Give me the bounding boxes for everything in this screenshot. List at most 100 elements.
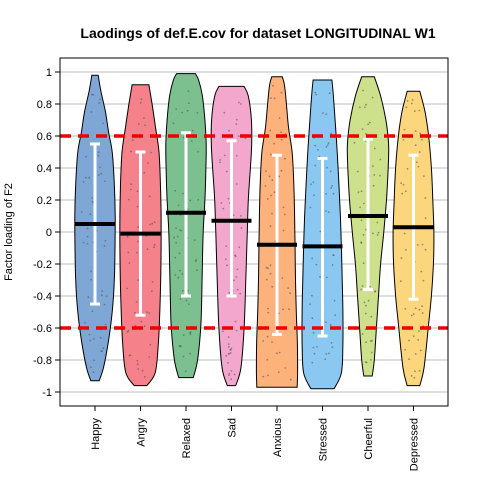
y-tick-label: 1 xyxy=(46,67,52,79)
data-point xyxy=(359,106,361,109)
data-point xyxy=(420,270,423,273)
data-point xyxy=(317,148,319,151)
data-point xyxy=(101,290,104,292)
data-point xyxy=(311,361,314,364)
data-point xyxy=(194,260,197,263)
data-point xyxy=(422,279,425,282)
data-point xyxy=(410,375,413,377)
data-point xyxy=(225,170,228,173)
data-point xyxy=(239,292,242,295)
data-point xyxy=(182,355,185,358)
data-point xyxy=(419,132,422,135)
data-point xyxy=(360,288,362,291)
violin-sad xyxy=(210,85,253,387)
data-point xyxy=(143,117,145,120)
data-point xyxy=(267,311,270,314)
data-point xyxy=(219,161,221,164)
data-point xyxy=(423,175,425,178)
data-point xyxy=(104,323,107,326)
data-point xyxy=(403,232,406,235)
data-point xyxy=(151,281,154,283)
data-point xyxy=(182,334,185,336)
data-point xyxy=(130,183,133,186)
data-point xyxy=(136,359,139,362)
data-point xyxy=(228,352,231,355)
data-point xyxy=(363,106,366,109)
data-point xyxy=(402,139,405,141)
data-point xyxy=(228,129,231,132)
data-point xyxy=(414,370,416,373)
data-point xyxy=(328,352,330,355)
data-point xyxy=(361,285,364,287)
data-point xyxy=(233,373,236,376)
data-point xyxy=(136,205,139,208)
data-point xyxy=(353,142,356,144)
data-point xyxy=(268,175,271,178)
data-point xyxy=(196,269,198,272)
data-point xyxy=(273,142,275,145)
data-point xyxy=(176,235,179,238)
data-point xyxy=(223,154,226,157)
data-point xyxy=(404,348,406,351)
data-point xyxy=(417,339,420,341)
y-tick-label: -0.2 xyxy=(33,259,52,271)
data-point xyxy=(136,363,139,366)
data-point xyxy=(179,269,181,272)
data-point xyxy=(269,153,272,156)
data-point xyxy=(137,226,140,229)
data-point xyxy=(228,374,230,377)
data-point xyxy=(82,241,85,244)
data-point xyxy=(180,229,183,232)
data-point xyxy=(278,117,281,119)
data-point xyxy=(267,267,269,270)
data-point xyxy=(332,192,335,195)
data-point xyxy=(412,335,415,337)
data-point xyxy=(424,248,427,251)
data-point xyxy=(367,299,370,302)
data-point xyxy=(374,290,377,293)
data-point xyxy=(126,236,129,238)
data-point xyxy=(97,151,100,154)
data-point xyxy=(219,159,222,161)
data-point xyxy=(357,191,360,194)
data-point xyxy=(179,298,182,300)
data-point xyxy=(90,278,92,281)
data-point xyxy=(417,165,420,168)
data-point xyxy=(329,324,332,326)
data-point xyxy=(376,221,379,224)
data-point xyxy=(87,296,90,298)
data-point xyxy=(181,289,184,292)
data-point xyxy=(326,144,329,147)
x-tick-label-sad: Sad xyxy=(227,418,239,438)
data-point xyxy=(173,236,176,239)
data-point xyxy=(175,241,178,244)
data-point xyxy=(262,340,265,342)
data-point xyxy=(240,103,242,105)
data-point xyxy=(129,354,132,357)
data-point xyxy=(267,374,269,377)
data-point xyxy=(271,212,273,215)
data-point xyxy=(371,96,374,99)
data-point xyxy=(281,277,284,279)
data-point xyxy=(234,320,237,323)
data-point xyxy=(329,170,332,173)
y-tick-label: 0.2 xyxy=(37,195,52,207)
x-tick-label-angry: Angry xyxy=(136,418,148,447)
data-point xyxy=(315,93,318,96)
data-point xyxy=(361,128,364,131)
data-point xyxy=(370,359,372,361)
data-point xyxy=(262,375,265,378)
data-point xyxy=(318,155,321,158)
data-point xyxy=(365,341,367,344)
data-point xyxy=(89,339,92,342)
data-point xyxy=(269,264,272,267)
data-point xyxy=(360,219,363,222)
data-point xyxy=(419,349,422,352)
data-point xyxy=(126,287,128,290)
data-point xyxy=(413,376,416,379)
data-point xyxy=(143,375,146,378)
gridlines xyxy=(60,71,448,393)
data-point xyxy=(404,190,407,193)
data-point xyxy=(86,243,89,245)
data-point xyxy=(178,252,181,255)
